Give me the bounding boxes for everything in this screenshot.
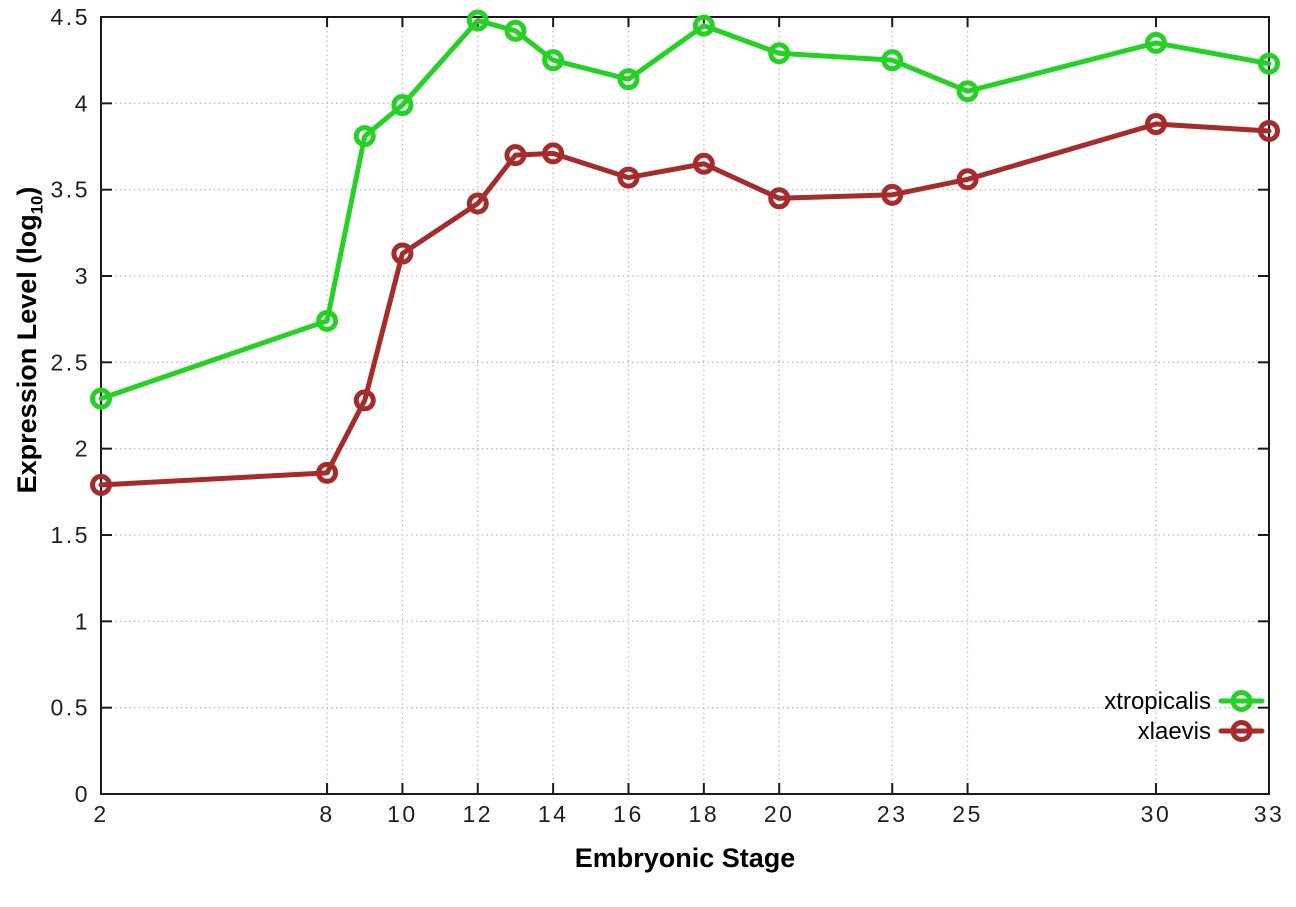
legend-label-xlaevis: xlaevis [1138, 718, 1211, 745]
legend-label-xtropicalis: xtropicalis [1104, 688, 1211, 715]
data-point-marker-xtropicalis [466, 9, 489, 32]
data-point-marker-xtropicalis [1144, 31, 1167, 54]
series-line-xtropicalis [98, 17, 1272, 402]
y-tick-label: 3.5 [51, 177, 90, 203]
data-point-marker-xlaevis [956, 168, 979, 191]
data-point-marker-xlaevis [90, 473, 112, 496]
data-point-marker-xlaevis [391, 242, 414, 265]
x-tick-label: 2 [93, 801, 108, 827]
x-tick-label: 8 [319, 801, 334, 827]
legend-sample-marker-xlaevis [1230, 720, 1253, 742]
x-tick-label: 33 [1254, 801, 1285, 827]
x-tick-label: 30 [1141, 801, 1172, 827]
data-point-marker-xtropicalis [956, 80, 979, 103]
y-tick-label: 2.5 [51, 349, 90, 375]
data-point-marker-xtropicalis [504, 19, 527, 42]
data-point-marker-xlaevis [617, 166, 640, 189]
y-axis-title-suffix: ) [12, 186, 42, 196]
data-point-marker-xlaevis [504, 144, 527, 167]
data-point-marker-xlaevis [1144, 113, 1167, 136]
data-point-marker-xtropicalis [1258, 52, 1280, 75]
data-point-marker-xlaevis [542, 142, 565, 165]
data-point-marker-xlaevis [881, 183, 904, 206]
data-point-marker-xtropicalis [353, 125, 376, 148]
data-point-marker-xtropicalis [391, 94, 414, 117]
data-point-marker-xlaevis [316, 461, 339, 484]
data-point-marker-xlaevis [692, 152, 715, 175]
data-point-marker-xtropicalis [90, 387, 112, 410]
x-axis-title: Embryonic Stage [574, 843, 796, 873]
x-tick-label: 25 [952, 801, 983, 827]
y-tick-label: 1 [75, 608, 90, 634]
y-tick-label: 4.5 [51, 4, 90, 30]
x-tick-label: 16 [613, 801, 644, 827]
y-axis-title-subscript: 10 [27, 195, 47, 215]
x-tick-label: 10 [387, 801, 418, 827]
data-point-marker-xlaevis [353, 389, 376, 412]
legend-sample-marker-xtropicalis [1230, 690, 1253, 712]
data-point-marker-xlaevis [768, 187, 791, 210]
y-axis-title-text: Expression Level (log [12, 214, 42, 494]
x-tick-label: 23 [877, 801, 908, 827]
y-tick-label: 4 [75, 90, 90, 116]
data-point-marker-xtropicalis [692, 14, 715, 37]
data-point-marker-xlaevis [466, 192, 489, 215]
data-point-marker-xtropicalis [617, 68, 640, 91]
data-point-marker-xtropicalis [316, 309, 339, 332]
x-tick-label: 14 [538, 801, 569, 827]
data-point-marker-xtropicalis [881, 49, 904, 72]
y-axis-title: Expression Level (log10) [10, 90, 47, 590]
y-tick-label: 0 [75, 781, 90, 807]
data-point-marker-xtropicalis [542, 49, 565, 72]
series-line-xlaevis [98, 121, 1272, 488]
x-tick-label: 20 [764, 801, 795, 827]
y-tick-label: 3 [75, 263, 90, 289]
x-tick-label: 12 [462, 801, 493, 827]
y-tick-label: 2 [75, 436, 90, 462]
y-tick-label: 0.5 [51, 695, 90, 721]
y-tick-label: 1.5 [51, 522, 90, 548]
data-point-marker-xlaevis [1258, 119, 1280, 142]
data-point-marker-xtropicalis [768, 42, 791, 65]
plot-border [100, 16, 1270, 795]
x-tick-label: 18 [689, 801, 720, 827]
